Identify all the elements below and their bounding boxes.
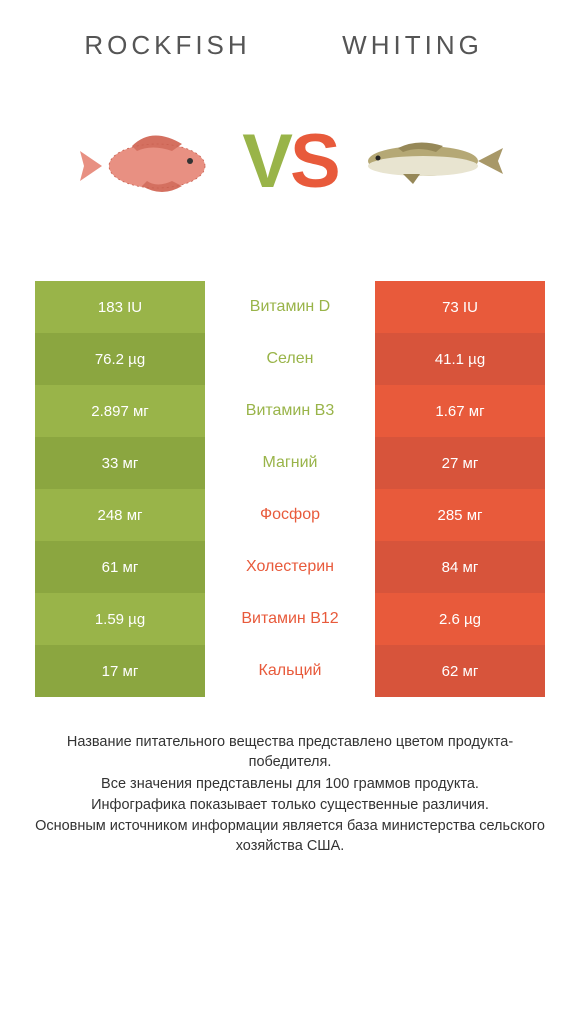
table-row: 17 мгКальций62 мг xyxy=(35,645,545,697)
cell-nutrient-name: Селен xyxy=(205,350,375,368)
footer-line: Инфографика показывает только существенн… xyxy=(35,795,545,815)
cell-right-value: 73 IU xyxy=(375,281,545,333)
table-row: 76.2 µgСелен41.1 µg xyxy=(35,333,545,385)
table-row: 1.59 µgВитамин B122.6 µg xyxy=(35,593,545,645)
cell-right-value: 41.1 µg xyxy=(375,333,545,385)
cell-nutrient-name: Магний xyxy=(205,454,375,472)
table-row: 2.897 мгВитамин B31.67 мг xyxy=(35,385,545,437)
cell-left-value: 183 IU xyxy=(35,281,205,333)
footer-line: Основным источником информации является … xyxy=(35,816,545,857)
cell-nutrient-name: Витамин B12 xyxy=(205,610,375,628)
vs-s: S xyxy=(290,119,338,204)
cell-nutrient-name: Холестерин xyxy=(205,558,375,576)
cell-left-value: 76.2 µg xyxy=(35,333,205,385)
footer-notes: Название питательного вещества представл… xyxy=(25,732,555,858)
nutrient-table: 183 IUВитамин D73 IU76.2 µgСелен41.1 µg2… xyxy=(35,281,545,697)
cell-nutrient-name: Витамин B3 xyxy=(205,402,375,420)
table-row: 61 мгХолестерин84 мг xyxy=(35,541,545,593)
vs-v: V xyxy=(242,119,290,204)
cell-right-value: 2.6 µg xyxy=(375,593,545,645)
fish-right-icon xyxy=(348,116,508,206)
cell-nutrient-name: Кальций xyxy=(205,662,375,680)
cell-right-value: 62 мг xyxy=(375,645,545,697)
cell-left-value: 248 мг xyxy=(35,489,205,541)
cell-left-value: 61 мг xyxy=(35,541,205,593)
footer-line: Все значения представлены для 100 граммо… xyxy=(35,774,545,794)
vs-text: VS xyxy=(242,118,337,205)
table-row: 33 мгМагний27 мг xyxy=(35,437,545,489)
footer-line: Название питательного вещества представл… xyxy=(35,732,545,773)
cell-right-value: 285 мг xyxy=(375,489,545,541)
cell-right-value: 27 мг xyxy=(375,437,545,489)
cell-nutrient-name: Фосфор xyxy=(205,506,375,524)
title-row: ROCKFISH WHITING xyxy=(25,30,555,61)
table-row: 248 мгФосфор285 мг xyxy=(35,489,545,541)
cell-right-value: 84 мг xyxy=(375,541,545,593)
title-left: ROCKFISH xyxy=(45,30,290,61)
title-right: WHITING xyxy=(290,30,535,61)
vs-row: VS xyxy=(25,91,555,231)
cell-left-value: 2.897 мг xyxy=(35,385,205,437)
table-row: 183 IUВитамин D73 IU xyxy=(35,281,545,333)
cell-left-value: 33 мг xyxy=(35,437,205,489)
cell-nutrient-name: Витамин D xyxy=(205,298,375,316)
cell-right-value: 1.67 мг xyxy=(375,385,545,437)
fish-left-icon xyxy=(72,116,232,206)
cell-left-value: 1.59 µg xyxy=(35,593,205,645)
cell-left-value: 17 мг xyxy=(35,645,205,697)
